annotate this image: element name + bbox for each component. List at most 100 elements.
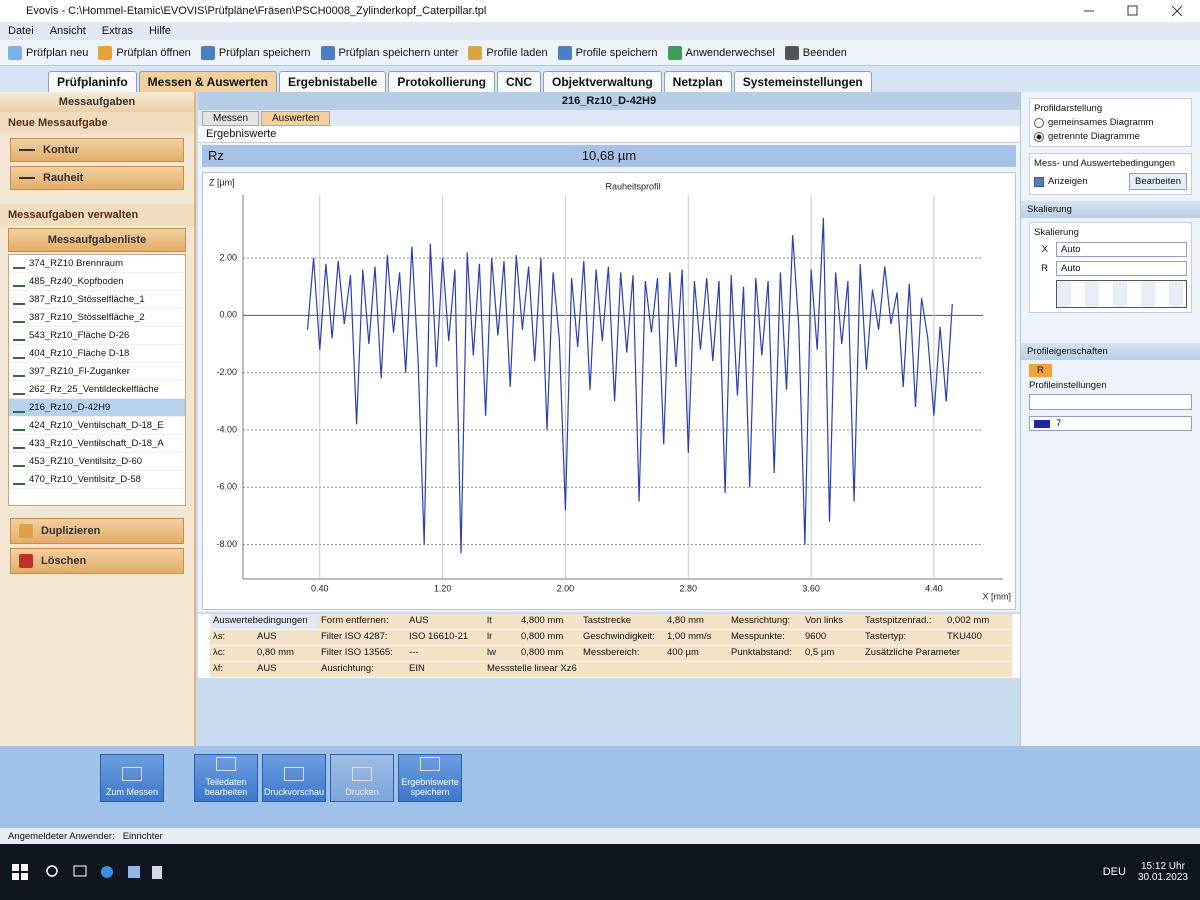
task-action[interactable]: Duplizieren — [10, 518, 184, 544]
toolbar-button[interactable]: Profile speichern — [557, 45, 658, 60]
props-header: Profileigenschaften — [1021, 343, 1200, 360]
condition-cell: --- — [406, 646, 484, 662]
props-tab[interactable]: R — [1029, 364, 1052, 377]
radio — [1034, 131, 1044, 142]
y-tick-label: -4.00 — [216, 424, 237, 434]
checkbox[interactable] — [1034, 176, 1044, 187]
menu-item[interactable]: Extras — [101, 25, 133, 37]
tab[interactable]: Protokollierung — [388, 71, 495, 92]
toolbar-button[interactable]: Anwenderwechsel — [667, 45, 775, 60]
tab[interactable]: Ergebnistabelle — [278, 71, 387, 92]
group-title: Skalierung — [1034, 227, 1079, 238]
radio-label: gemeinsames Diagramm — [1048, 117, 1154, 128]
x-axis-label: X [mm] — [983, 591, 1012, 601]
task-label: 433_Rz10_Ventilschaft_D-18_A — [29, 438, 164, 449]
task-icon — [13, 331, 25, 341]
task-item[interactable]: 387_Rz10_Stösselfläche_1 — [9, 291, 185, 309]
line-style[interactable] — [1029, 394, 1192, 410]
radio — [1034, 117, 1044, 128]
sub-tab[interactable]: Auswerten — [261, 110, 331, 126]
task-icon — [13, 385, 25, 395]
condition-cell: Messrichtung: — [728, 614, 802, 630]
scale-preview — [1056, 280, 1187, 308]
axis-label: X — [1041, 244, 1048, 255]
task-icon — [13, 259, 25, 269]
menu-item[interactable]: Ansicht — [49, 25, 86, 37]
action-button[interactable]: Drucken — [330, 754, 394, 802]
toolbar-label: Profile speichern — [575, 46, 658, 59]
status-bar: Angemeldeter Anwender: Einrichter — [0, 828, 1200, 844]
x-tick-label: 4.40 — [925, 583, 943, 593]
new-task-button[interactable]: Rauheit — [10, 166, 184, 190]
toolbar-button[interactable]: Beenden — [784, 45, 847, 60]
x-tick-label: 0.40 — [311, 583, 329, 593]
input-language[interactable]: DEU — [1102, 866, 1126, 878]
action-button[interactable]: Druckvorschau — [262, 754, 326, 802]
task-item[interactable]: 216_Rz10_D-42H9 — [9, 399, 185, 417]
task-item[interactable]: 404_Rz10_Fläche D-18 — [9, 345, 185, 363]
task-item[interactable]: 453_RZ10_Ventilsitz_D-60 — [9, 453, 185, 471]
task-panel: Messaufgaben Neue Messaufgabe Kontur Rauhei… — [0, 92, 196, 746]
toolbar-label: Prüfplan speichern — [218, 46, 311, 59]
toolbar-icon — [557, 45, 572, 60]
task-item[interactable]: 543_Rz10_Fläche D-26 — [9, 327, 185, 345]
tab[interactable]: Netzplan — [663, 71, 732, 92]
group-title: Mess- und Auswertebedingungen — [1034, 158, 1176, 169]
main-tabs: Prüfplaninfo Messen & Auswerten Ergebnista… — [0, 66, 1200, 92]
menu-item[interactable]: Datei — [8, 25, 34, 37]
action-label: Drucken — [345, 787, 379, 797]
task-item[interactable]: 424_Rz10_Ventilschaft_D-18_E — [9, 417, 185, 435]
sub-tab[interactable]: Messen — [202, 110, 260, 126]
task-label: 262_Rz_25_Ventildeckelfläche — [29, 384, 159, 395]
action-button[interactable]: Ergebniswerte speichern — [398, 754, 462, 802]
color-row[interactable]: 7 — [1029, 416, 1192, 431]
action-icon — [216, 757, 236, 771]
task-item[interactable]: 485_Rz40_Kopfboden — [9, 273, 185, 291]
dropdown[interactable]: Auto — [1056, 242, 1187, 257]
toolbar-label: Prüfplan öffnen — [116, 46, 191, 59]
action-button[interactable]: Teiledaten bearbeiten — [194, 754, 258, 802]
window-controls[interactable] — [1080, 5, 1190, 17]
toolbar-button[interactable]: Prüfplan speichern unter — [320, 45, 458, 60]
action-button[interactable]: Zum Messen — [100, 754, 164, 802]
radio-option[interactable]: getrennte Diagramme — [1034, 131, 1187, 142]
menu-item[interactable]: Hilfe — [148, 25, 171, 37]
condition-cell: Tastspitzenrad.: — [862, 614, 944, 630]
toolbar-icon — [667, 45, 682, 60]
new-task-button[interactable]: Kontur — [10, 138, 184, 162]
task-icon — [13, 403, 25, 413]
list-title: Messaufgabenliste — [8, 228, 186, 252]
taskbar-icons[interactable] — [12, 862, 212, 882]
toolbar-button[interactable]: Profile laden — [468, 45, 548, 60]
condition-cell: Messstelle linear Xz6 — [484, 662, 1012, 678]
tab[interactable]: Systemeinstellungen — [733, 71, 872, 92]
radio-option[interactable]: gemeinsames Diagramm — [1034, 117, 1187, 128]
toolbar-button[interactable]: Prüfplan speichern — [200, 45, 311, 60]
group-title: Profildarstellung — [1034, 103, 1103, 114]
edit-button[interactable]: Bearbeiten — [1129, 173, 1187, 190]
tab[interactable]: CNC — [496, 71, 541, 92]
task-item[interactable]: 387_Rz10_Stösselfläche_2 — [9, 309, 185, 327]
dropdown[interactable]: Auto — [1056, 261, 1187, 276]
task-icon — [13, 439, 25, 449]
task-item[interactable]: 470_Rz10_Ventilsitz_D-58 — [9, 471, 185, 489]
action-icon — [420, 757, 440, 771]
toolbar-button[interactable]: Prüfplan öffnen — [98, 45, 191, 60]
condition-cell: Tastertyp: — [862, 630, 944, 646]
task-item[interactable]: 397_RZ10_Fl-Zuganker — [9, 363, 185, 381]
task-name: 216_Rz10_D-42H9 — [198, 92, 1020, 110]
task-item[interactable]: 262_Rz_25_Ventildeckelfläche — [9, 381, 185, 399]
tab[interactable]: Objektverwaltung — [542, 71, 662, 92]
condition-cell: 9600 — [802, 630, 862, 646]
section-title: Messaufgaben verwalten — [0, 204, 194, 226]
toolbar-button[interactable]: Prüfplan neu — [8, 45, 88, 60]
task-label: 543_Rz10_Fläche D-26 — [29, 330, 130, 341]
task-item[interactable]: 433_Rz10_Ventilschaft_D-18_A — [9, 435, 185, 453]
task-item[interactable]: 374_RZ10 Brennraum — [9, 255, 185, 273]
task-label: 387_Rz10_Stösselfläche_2 — [29, 312, 145, 323]
button-label: Löschen — [41, 555, 87, 567]
tab[interactable]: Prüfplaninfo — [48, 71, 137, 92]
tab[interactable]: Messen & Auswerten — [138, 71, 277, 92]
task-action[interactable]: Löschen — [10, 548, 184, 574]
